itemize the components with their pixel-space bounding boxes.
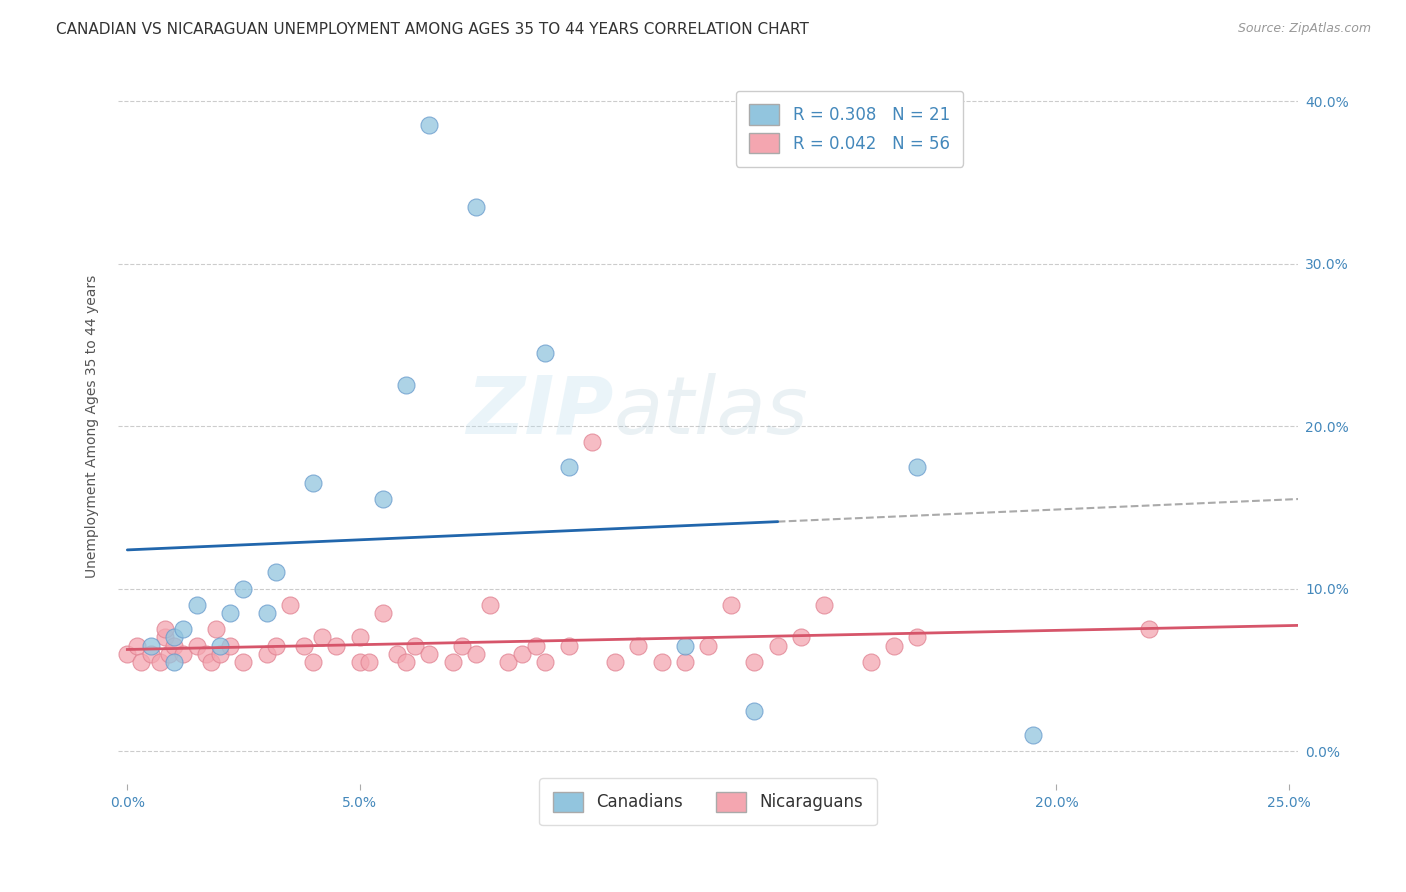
Point: [209, 647, 232, 661]
Point: [697, 639, 720, 653]
Point: [418, 119, 440, 133]
Point: [859, 655, 882, 669]
Point: [232, 582, 254, 596]
Point: [278, 598, 301, 612]
Point: [478, 598, 501, 612]
Point: [744, 704, 766, 718]
Point: [264, 639, 287, 653]
Point: [200, 655, 222, 669]
Legend: Canadians, Nicaraguans: Canadians, Nicaraguans: [540, 779, 876, 825]
Y-axis label: Unemployment Among Ages 35 to 44 years: Unemployment Among Ages 35 to 44 years: [86, 275, 100, 578]
Point: [153, 631, 176, 645]
Point: [766, 639, 789, 653]
Point: [464, 647, 486, 661]
Point: [139, 647, 162, 661]
Point: [418, 647, 440, 661]
Point: [256, 647, 278, 661]
Point: [441, 655, 464, 669]
Point: [395, 655, 418, 669]
Point: [117, 647, 139, 661]
Point: [534, 655, 557, 669]
Point: [204, 623, 226, 637]
Point: [209, 639, 232, 653]
Point: [292, 639, 315, 653]
Point: [371, 492, 394, 507]
Point: [905, 459, 928, 474]
Point: [349, 655, 371, 669]
Point: [673, 655, 696, 669]
Point: [157, 647, 180, 661]
Point: [395, 378, 418, 392]
Point: [172, 623, 194, 637]
Point: [524, 639, 547, 653]
Point: [129, 655, 152, 669]
Text: CANADIAN VS NICARAGUAN UNEMPLOYMENT AMONG AGES 35 TO 44 YEARS CORRELATION CHART: CANADIAN VS NICARAGUAN UNEMPLOYMENT AMON…: [56, 22, 808, 37]
Point: [905, 631, 928, 645]
Point: [311, 631, 333, 645]
Point: [404, 639, 426, 653]
Point: [581, 435, 603, 450]
Text: Source: ZipAtlas.com: Source: ZipAtlas.com: [1237, 22, 1371, 36]
Point: [744, 655, 766, 669]
Point: [651, 655, 673, 669]
Point: [163, 655, 186, 669]
Text: ZIP: ZIP: [467, 373, 613, 450]
Point: [510, 647, 533, 661]
Point: [534, 346, 557, 360]
Point: [1022, 728, 1045, 742]
Point: [464, 200, 486, 214]
Point: [172, 647, 194, 661]
Text: atlas: atlas: [613, 373, 808, 450]
Point: [603, 655, 626, 669]
Point: [264, 566, 287, 580]
Point: [720, 598, 742, 612]
Point: [163, 639, 186, 653]
Point: [163, 631, 186, 645]
Point: [125, 639, 148, 653]
Point: [302, 655, 325, 669]
Point: [557, 639, 579, 653]
Point: [883, 639, 905, 653]
Point: [557, 459, 579, 474]
Point: [186, 639, 208, 653]
Point: [218, 606, 240, 620]
Point: [349, 631, 371, 645]
Point: [385, 647, 408, 661]
Point: [673, 639, 696, 653]
Point: [371, 606, 394, 620]
Point: [218, 639, 240, 653]
Point: [302, 476, 325, 491]
Point: [1137, 623, 1160, 637]
Point: [195, 647, 218, 661]
Point: [149, 655, 172, 669]
Point: [153, 623, 176, 637]
Point: [186, 598, 208, 612]
Point: [232, 655, 254, 669]
Point: [256, 606, 278, 620]
Point: [139, 639, 162, 653]
Point: [627, 639, 650, 653]
Point: [325, 639, 347, 653]
Point: [790, 631, 813, 645]
Point: [813, 598, 835, 612]
Point: [498, 655, 520, 669]
Point: [450, 639, 472, 653]
Point: [357, 655, 380, 669]
